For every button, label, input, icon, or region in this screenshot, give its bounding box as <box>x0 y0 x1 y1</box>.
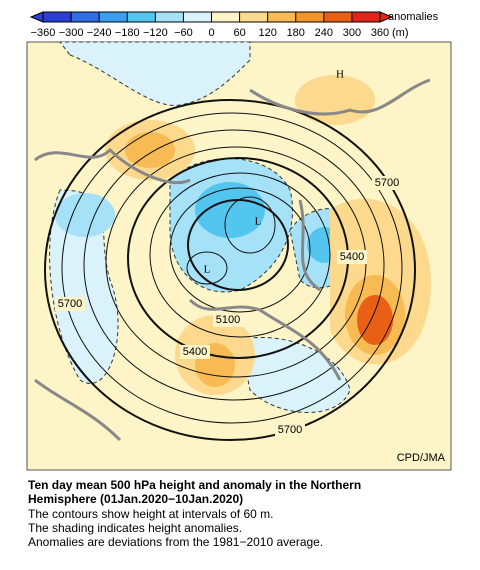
map-labels: H L L 5700 5400 5700 5100 5400 5700 <box>55 69 402 437</box>
colorbar-swatch <box>71 12 100 22</box>
anomaly-negative <box>195 182 265 238</box>
colorbar-tick-label: −300 <box>59 27 84 39</box>
colorbar-extension <box>29 11 44 23</box>
caption-line: Hemisphere (01Jan.2020−10Jan.2020) <box>28 492 244 506</box>
anomaly-negative <box>49 189 119 384</box>
anomaly-negative <box>55 193 115 237</box>
colorbar-swatch <box>155 12 184 22</box>
anomaly-positive <box>357 295 393 345</box>
colorbar-swatch <box>239 12 269 22</box>
contour-label: 5700 <box>278 424 302 436</box>
map-figure: −360 −300 −240 −180 −120 −60 0 60 120 180 240 300 36… <box>26 11 452 471</box>
colorbar-swatch <box>43 12 72 22</box>
colorbar-tick-label: 360 <box>371 27 389 39</box>
contour-label: 5400 <box>340 251 364 263</box>
colorbar-swatch <box>99 12 128 22</box>
colorbar-swatch <box>267 12 297 22</box>
caption-line: The shading indicates height anomalies. <box>28 521 243 535</box>
colorbar-tick-label: −360 <box>31 27 56 39</box>
map: H L L 5700 5400 5700 5100 5400 5700 CPD/JMA <box>26 41 452 471</box>
label-background <box>180 345 210 359</box>
colorbar-unit: (m) <box>392 27 409 39</box>
caption-line: Anomalies are deviations from the 1981−2… <box>28 535 324 549</box>
label-background <box>213 313 243 327</box>
colorbar-label: anomalies <box>388 11 439 23</box>
colorbar-tick-label: −240 <box>87 27 112 39</box>
coastlines <box>34 78 431 442</box>
colorbar-tick-label: 300 <box>343 27 361 39</box>
contour-label: 5700 <box>375 177 399 189</box>
contour-label: 5400 <box>183 346 207 358</box>
colorbar-tick-label: 240 <box>315 27 333 39</box>
colorbar-swatch <box>211 12 241 22</box>
contour-label: 5100 <box>216 314 240 326</box>
colorbar-tick-label: 60 <box>233 27 245 39</box>
colorbar: −360 −300 −240 −180 −120 −60 0 60 120 180 240 300 36… <box>29 11 394 39</box>
caption-title: Ten day mean 500 hPa height and anomaly … <box>28 478 361 506</box>
anomaly-positive <box>125 132 175 168</box>
colorbar-swatch <box>127 12 156 22</box>
colorbar-tick-label: −120 <box>143 27 168 39</box>
pressure-center: L <box>255 216 262 228</box>
pressure-center: L <box>204 264 211 276</box>
caption-notes: The contours show height at intervals of… <box>28 507 323 549</box>
caption-line: The contours show height at intervals of… <box>28 507 274 521</box>
caption-line: Ten day mean 500 hPa height and anomaly … <box>28 478 362 492</box>
colorbar-swatch <box>351 12 381 22</box>
colorbar-tick-label: 180 <box>287 27 305 39</box>
colorbar-tick-label: 0 <box>208 27 214 39</box>
label-background <box>275 423 305 437</box>
pressure-center: H <box>336 69 344 81</box>
colorbar-tick-label: −180 <box>115 27 140 39</box>
colorbar-swatch <box>323 12 353 22</box>
credit: CPD/JMA <box>397 452 446 464</box>
colorbar-tick-label: 120 <box>258 27 276 39</box>
anomaly-negative <box>58 41 251 106</box>
contours <box>44 99 416 441</box>
colorbar-swatch <box>183 12 212 22</box>
label-background <box>55 297 85 311</box>
anomaly-positive <box>295 75 375 125</box>
contour-label: 5700 <box>58 298 82 310</box>
label-background <box>337 250 367 264</box>
colorbar-tick-label: −60 <box>174 27 193 39</box>
colorbar-swatch <box>295 12 325 22</box>
label-background <box>372 176 402 190</box>
